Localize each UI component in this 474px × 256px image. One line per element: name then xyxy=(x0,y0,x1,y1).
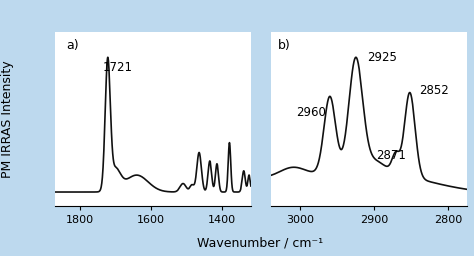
Text: 2960: 2960 xyxy=(296,106,326,119)
Text: 2871: 2871 xyxy=(375,148,405,162)
Text: b): b) xyxy=(278,39,291,52)
Text: a): a) xyxy=(66,39,79,52)
Text: Wavenumber / cm⁻¹: Wavenumber / cm⁻¹ xyxy=(197,237,323,250)
Text: 2852: 2852 xyxy=(419,83,448,97)
Text: 2925: 2925 xyxy=(367,51,397,64)
Text: 1721: 1721 xyxy=(102,61,132,74)
Text: PM IRRAS Intensity: PM IRRAS Intensity xyxy=(0,60,14,178)
